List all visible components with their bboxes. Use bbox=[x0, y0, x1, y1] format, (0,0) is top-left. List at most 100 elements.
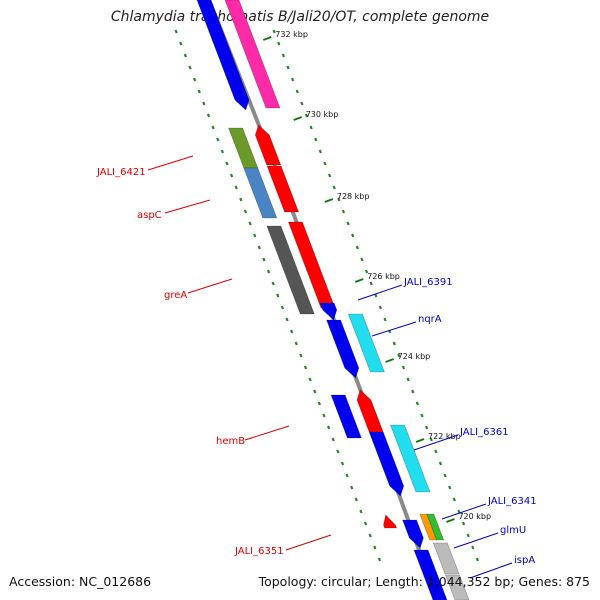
gene-label: JALI_6361 bbox=[459, 427, 509, 438]
guide-dot bbox=[188, 65, 192, 70]
guide-dot bbox=[346, 221, 350, 226]
gene-steelblue bbox=[243, 167, 278, 219]
tick-label: 720 kbp bbox=[458, 512, 491, 521]
guide-dot bbox=[257, 245, 261, 250]
tick-label: 730 kbp bbox=[306, 110, 339, 119]
guide-dot bbox=[457, 509, 461, 514]
label-leader bbox=[244, 425, 290, 441]
guide-dot bbox=[331, 437, 335, 442]
guide-dot bbox=[272, 29, 276, 34]
guide-dot bbox=[206, 113, 211, 118]
guide-dot bbox=[229, 173, 234, 178]
guide-dot bbox=[277, 41, 281, 46]
guide-dot bbox=[285, 317, 289, 322]
guide-dot bbox=[326, 425, 331, 430]
gene-features bbox=[196, 0, 470, 600]
guide-dot bbox=[290, 329, 294, 334]
guide-dot bbox=[281, 53, 286, 58]
guide-dot bbox=[406, 377, 410, 382]
guide-dot bbox=[193, 77, 197, 82]
guide-dot bbox=[471, 545, 475, 550]
guide-dot bbox=[220, 149, 224, 154]
guide-dot bbox=[308, 377, 312, 382]
tick-mark bbox=[385, 358, 395, 363]
guide-dot bbox=[276, 293, 280, 298]
guide-dot bbox=[434, 449, 438, 454]
gene-blue-glmU bbox=[402, 519, 424, 549]
guide-dot bbox=[401, 365, 406, 370]
guide-dot bbox=[327, 173, 332, 178]
guide-dot bbox=[266, 269, 271, 274]
guide-dot bbox=[461, 521, 466, 526]
guide-dot bbox=[323, 161, 327, 166]
guide-dot bbox=[373, 545, 377, 550]
guide-dot bbox=[443, 473, 447, 478]
gene-label: JALI_6341 bbox=[487, 496, 537, 507]
guide-dot bbox=[438, 461, 443, 466]
tick-mark bbox=[446, 518, 455, 523]
label-leader bbox=[453, 532, 499, 549]
tick-label: 732 kbp bbox=[275, 30, 308, 39]
tick-mark bbox=[293, 116, 303, 121]
guide-dot bbox=[174, 29, 178, 34]
label-leader bbox=[187, 278, 233, 294]
guide-dot bbox=[336, 449, 340, 454]
label-leader bbox=[357, 284, 403, 301]
gene-label: hemB bbox=[216, 436, 245, 447]
label-leader bbox=[164, 199, 211, 214]
guide-dot bbox=[183, 53, 188, 58]
gene-lightgray-2 bbox=[445, 574, 470, 600]
guide-dot bbox=[475, 557, 480, 562]
guide-dot bbox=[377, 557, 382, 562]
gene-label: greA bbox=[164, 290, 187, 301]
tick-label: 728 kbp bbox=[337, 192, 370, 201]
gene-label: JALI_6351 bbox=[234, 546, 284, 557]
guide-dot bbox=[359, 509, 363, 514]
guide-dot bbox=[360, 257, 364, 262]
guide-dot bbox=[234, 185, 238, 190]
guide-dot bbox=[415, 401, 419, 406]
guide-dot bbox=[291, 77, 295, 82]
gene-blue-top bbox=[196, 0, 250, 111]
kbp-ticks: 732 kbp 730 kbp 728 kbp 726 kbp 724 kbp 722 k… bbox=[262, 30, 491, 523]
guide-dot bbox=[317, 401, 321, 406]
gene-red-2 bbox=[266, 165, 300, 213]
guide-dot bbox=[253, 233, 257, 238]
guide-dot bbox=[294, 341, 298, 346]
guide-dot bbox=[448, 485, 452, 490]
guide-dot bbox=[392, 341, 396, 346]
gene-blue-6361 bbox=[368, 431, 405, 497]
guide-dot bbox=[262, 257, 266, 262]
tick-mark bbox=[415, 438, 425, 443]
guide-dot bbox=[299, 353, 303, 358]
tick-label: 722 kbp bbox=[428, 432, 461, 441]
gene-blue-nqrA bbox=[326, 319, 360, 379]
gene-blue-ispA bbox=[413, 549, 448, 600]
guide-dot bbox=[354, 497, 358, 502]
tick-mark bbox=[324, 198, 334, 203]
gene-olive bbox=[228, 127, 259, 169]
guide-dot bbox=[351, 233, 355, 238]
gene-label: nqrA bbox=[418, 314, 442, 325]
guide-dot bbox=[397, 353, 401, 358]
guide-dot bbox=[345, 473, 349, 478]
gene-label: JALI_6391 bbox=[403, 277, 453, 288]
guide-dot bbox=[466, 533, 470, 538]
guide-dot bbox=[452, 497, 456, 502]
guide-dot bbox=[309, 125, 313, 130]
tick-mark bbox=[262, 36, 272, 41]
guide-dot bbox=[364, 269, 369, 274]
guide-dot bbox=[300, 101, 304, 106]
gene-pink-top bbox=[224, 0, 281, 109]
tick-label: 726 kbp bbox=[367, 272, 400, 281]
guide-dot bbox=[363, 521, 368, 526]
guide-dot bbox=[369, 281, 373, 286]
guide-dot bbox=[239, 197, 243, 202]
dotted-guide-right bbox=[272, 29, 480, 562]
gene-labels: JALI_6421 aspC greA hemB JALI_6351 JALI_6391n… bbox=[96, 155, 537, 579]
guide-dot bbox=[271, 281, 275, 286]
guide-dot bbox=[225, 161, 229, 166]
guide-dot bbox=[243, 209, 248, 214]
guide-dot bbox=[286, 65, 290, 70]
